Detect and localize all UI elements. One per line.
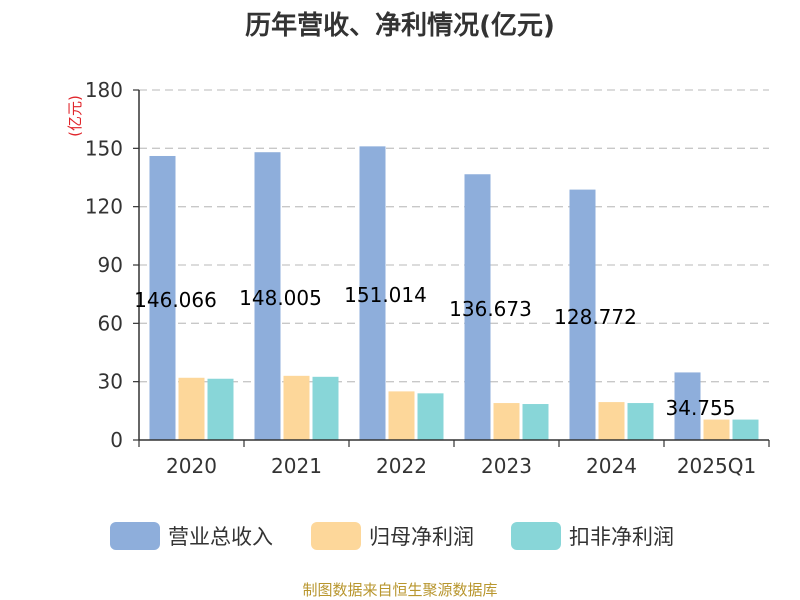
bar-2022-营业总收入 [359,146,386,440]
y-tick-label: 120 [85,195,123,219]
data-label: 148.005 [239,286,322,310]
bar-2020-扣非净利润 [207,378,234,440]
bar-2021-扣非净利润 [312,376,339,440]
y-tick-label: 0 [110,428,123,452]
bar-2024-扣非净利润 [627,403,654,440]
legend-swatch [511,522,561,550]
data-label: 136.673 [449,297,532,321]
y-tick-label: 30 [98,370,123,394]
bar-2022-归母净利润 [388,391,415,440]
y-axis-unit-label: (亿元) [66,95,84,137]
data-label: 151.014 [344,283,427,307]
bar-2025Q1-扣非净利润 [732,419,759,440]
data-label: 128.772 [554,305,637,329]
x-tick-label: 2024 [586,454,637,478]
y-tick-label: 150 [85,136,123,160]
axes: 0 30 60 90 120 150 180 2020 2021 2022 2023 2024 2025… [85,78,770,478]
legend-swatch [311,522,361,550]
x-tick-label: 2022 [376,454,427,478]
bar-2023-归母净利润 [493,403,520,440]
x-tick-label: 2021 [271,454,322,478]
data-label: 146.066 [134,288,217,312]
data-labels: 146.066 148.005 151.014 136.673 128.772 34.75… [134,283,735,420]
legend-label: 归母净利润 [369,525,474,549]
bar-2022-扣非净利润 [417,393,444,440]
legend-item[interactable]: 归母净利润 [311,522,474,550]
bar-2024-营业总收入 [569,189,596,440]
x-tick-label: 2025Q1 [677,454,756,478]
legend-label: 扣非净利润 [569,525,674,549]
x-tick-label: 2023 [481,454,532,478]
bar-2024-归母净利润 [598,402,625,440]
bar-2023-营业总收入 [464,174,491,440]
bars-group [149,146,759,440]
x-tick-label: 2020 [166,454,217,478]
legend-swatch [110,522,160,550]
legend: 营业总收入 归母净利润 扣非净利润 [110,522,674,550]
data-label: 34.755 [666,396,736,420]
bar-2020-归母净利润 [178,377,205,440]
grid-lines [139,89,769,383]
bar-2023-扣非净利润 [522,404,549,440]
bar-2025Q1-营业总收入 [674,372,701,440]
chart-title: 历年营收、净利情况(亿元) [245,10,555,41]
source-note: 制图数据来自恒生聚源数据库 [302,581,497,599]
bar-2021-归母净利润 [283,375,310,440]
bar-2020-营业总收入 [149,155,176,440]
y-tick-label: 60 [98,311,123,335]
y-tick-label: 90 [98,253,123,277]
y-tick-label: 180 [85,78,123,102]
legend-item[interactable]: 营业总收入 [110,522,273,550]
bar-2021-营业总收入 [254,152,281,440]
legend-label: 营业总收入 [168,525,273,549]
bar-2025Q1-归母净利润 [703,419,730,440]
legend-item[interactable]: 扣非净利润 [511,522,674,550]
